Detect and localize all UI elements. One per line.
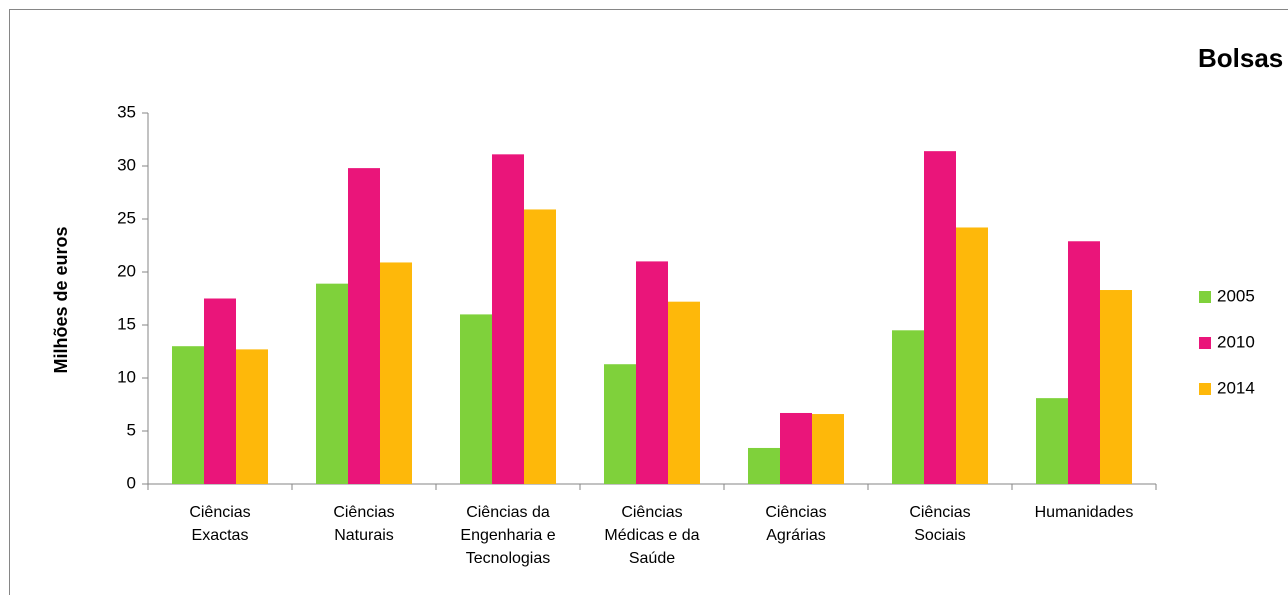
bar: [524, 209, 556, 484]
bar: [204, 298, 236, 484]
x-tick-label: Ciências Agrárias: [765, 504, 827, 544]
x-tick-label: Ciências Naturais: [333, 504, 395, 544]
bar: [668, 301, 700, 484]
legend-label: 2010: [1217, 332, 1255, 351]
bar: [812, 414, 844, 484]
y-tick-label: 20: [117, 261, 136, 280]
y-axis-label: Milhões de euros: [51, 226, 71, 373]
bar: [604, 364, 636, 484]
x-tick-label: Ciências Exactas: [189, 504, 251, 544]
legend-swatch: [1199, 337, 1211, 349]
y-tick-label: 25: [117, 208, 136, 227]
bar: [460, 314, 492, 484]
bar: [316, 283, 348, 484]
bar: [748, 447, 780, 484]
y-tick-label: 0: [127, 473, 136, 492]
x-tick-label: Humanidades: [1034, 504, 1134, 521]
legend-label: 2005: [1217, 286, 1255, 305]
legend-swatch: [1199, 291, 1211, 303]
y-tick-label: 35: [117, 102, 136, 121]
x-tick-label: Ciências Sociais: [909, 504, 971, 544]
legend-label: 2014: [1217, 378, 1255, 397]
bar: [380, 262, 412, 484]
bar: [892, 330, 924, 484]
bar: [1068, 241, 1100, 484]
frame: [9, 9, 1288, 595]
bar: [1036, 398, 1068, 484]
bar: [924, 151, 956, 484]
chart-title: Bolsas: [1198, 43, 1283, 73]
y-tick-label: 15: [117, 314, 136, 333]
bar: [636, 261, 668, 484]
bar: [348, 168, 380, 484]
x-tick-label: Ciências da Engenharia e Tecnologias: [460, 504, 556, 567]
bar: [1100, 290, 1132, 484]
y-tick-label: 10: [117, 367, 136, 386]
bar: [172, 346, 204, 484]
bar: [780, 412, 812, 484]
bar: [236, 349, 268, 484]
y-tick-label: 30: [117, 155, 136, 174]
bar: [492, 154, 524, 484]
y-tick-label: 5: [127, 420, 136, 439]
x-tick-label: Ciências Médicas e da Saúde: [604, 504, 700, 567]
bar: [956, 227, 988, 485]
legend-swatch: [1199, 383, 1211, 395]
